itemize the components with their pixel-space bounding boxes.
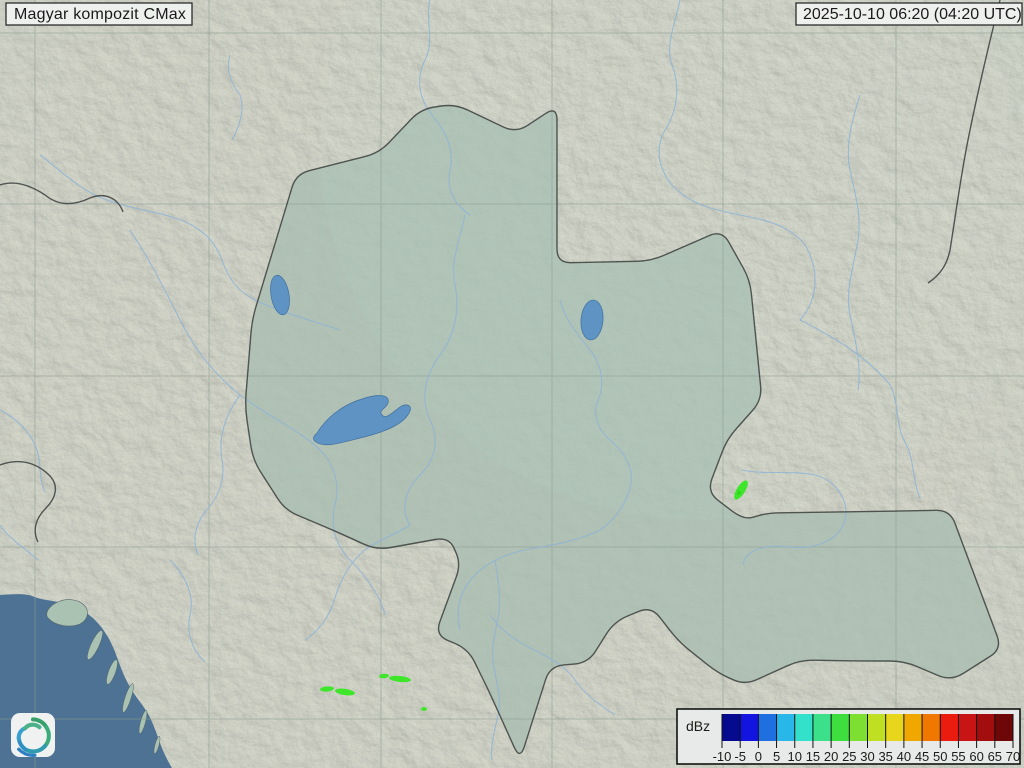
- svg-text:40: 40: [897, 749, 911, 764]
- svg-text:20: 20: [824, 749, 838, 764]
- svg-text:65: 65: [988, 749, 1002, 764]
- svg-text:-5: -5: [734, 749, 746, 764]
- svg-text:35: 35: [878, 749, 892, 764]
- svg-text:50: 50: [933, 749, 947, 764]
- svg-text:2025-10-10 06:20 (04:20 UTC): 2025-10-10 06:20 (04:20 UTC): [803, 6, 1022, 23]
- svg-text:45: 45: [915, 749, 929, 764]
- svg-text:55: 55: [951, 749, 965, 764]
- svg-text:60: 60: [969, 749, 983, 764]
- svg-text:-10: -10: [713, 749, 732, 764]
- svg-text:Magyar kompozit CMax: Magyar kompozit CMax: [14, 6, 186, 23]
- svg-text:10: 10: [788, 749, 802, 764]
- svg-text:70: 70: [1006, 749, 1020, 764]
- svg-text:15: 15: [806, 749, 820, 764]
- svg-text:30: 30: [860, 749, 874, 764]
- svg-text:5: 5: [773, 749, 780, 764]
- svg-text:0: 0: [755, 749, 762, 764]
- svg-text:dBz: dBz: [686, 718, 710, 734]
- svg-text:25: 25: [842, 749, 856, 764]
